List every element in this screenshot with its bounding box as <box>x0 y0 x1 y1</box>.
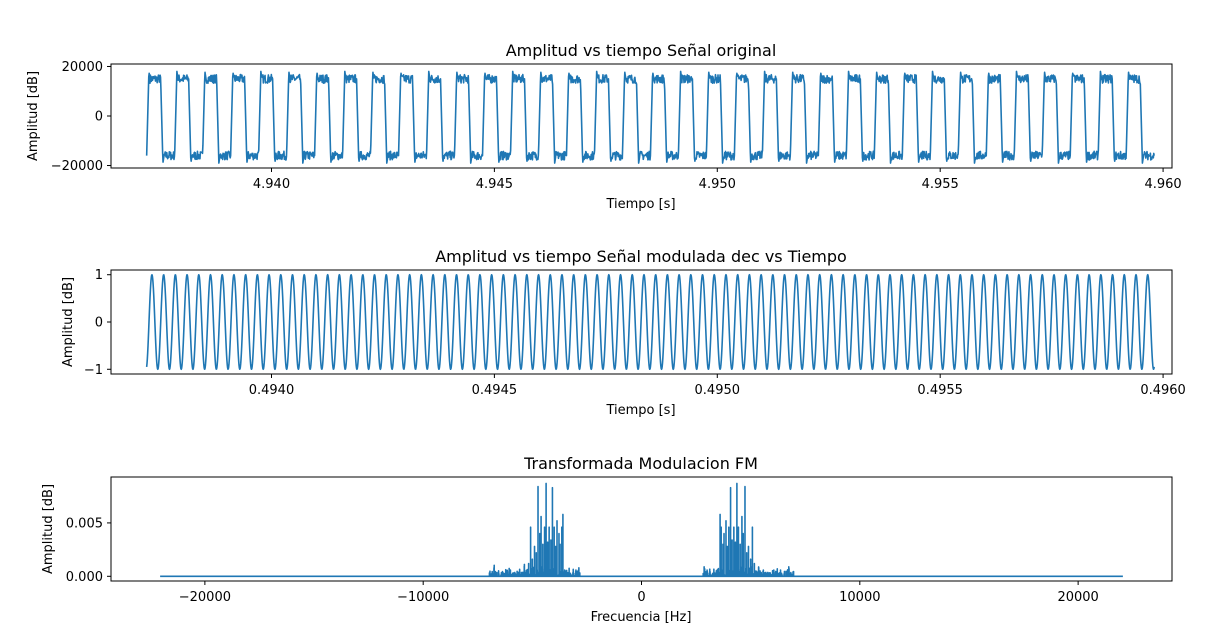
x-tick-label: 0.4950 <box>695 383 741 398</box>
x-tick-label: 0.4940 <box>249 383 295 398</box>
x-axis-label: Frecuencia [Hz] <box>591 610 692 625</box>
y-tick-label: 0 <box>95 316 103 331</box>
chart-title: Amplitud vs tiempo Señal original <box>506 41 777 60</box>
x-tick-label: 20000 <box>1057 590 1098 605</box>
x-tick-label: 0.4960 <box>1140 383 1186 398</box>
x-tick-label: 4.950 <box>699 177 736 192</box>
x-axis-label: Tiempo [s] <box>605 403 675 418</box>
series-line <box>145 273 1155 371</box>
y-tick-label: −1 <box>84 363 103 378</box>
subplot-modulated-signal: Amplitud vs tiempo Señal modulada dec vs… <box>61 247 1186 418</box>
x-tick-label: 10000 <box>839 590 880 605</box>
x-tick-label: 4.945 <box>476 177 513 192</box>
y-tick-label: −20000 <box>51 159 103 174</box>
y-tick-label: 20000 <box>62 60 103 75</box>
series-line <box>160 482 1123 578</box>
x-tick-label: 0.4945 <box>472 383 518 398</box>
y-tick-label: 0 <box>95 110 103 125</box>
y-tick-label: 0.005 <box>66 516 103 531</box>
chart-title: Transformada Modulacion FM <box>523 454 758 473</box>
x-tick-label: 0.4955 <box>917 383 963 398</box>
y-axis-label: Amplitud [dB] <box>26 71 41 161</box>
subplot-original-signal: Amplitud vs tiempo Señal original 4.940 4… <box>26 41 1182 212</box>
y-axis-label: Amplitud [dB] <box>61 277 76 367</box>
x-tick-label: −20000 <box>179 590 231 605</box>
y-axis-label: Amplitud [dB] <box>41 484 56 574</box>
series-line <box>145 70 1155 164</box>
y-tick-label: 1 <box>95 268 103 283</box>
x-tick-label: 4.955 <box>922 177 959 192</box>
plot-frame <box>110 476 1173 582</box>
chart-title: Amplitud vs tiempo Señal modulada dec vs… <box>435 247 847 266</box>
x-tick-label: −10000 <box>397 590 449 605</box>
x-tick-label: 0 <box>637 590 645 605</box>
subplot-fm-transform: Transformada Modulacion FM −20000 −10000 0… <box>41 454 1173 625</box>
x-axis-label: Tiempo [s] <box>605 197 675 212</box>
y-tick-label: 0.000 <box>66 570 103 585</box>
x-tick-label: 4.940 <box>253 177 290 192</box>
x-tick-label: 4.960 <box>1144 177 1181 192</box>
